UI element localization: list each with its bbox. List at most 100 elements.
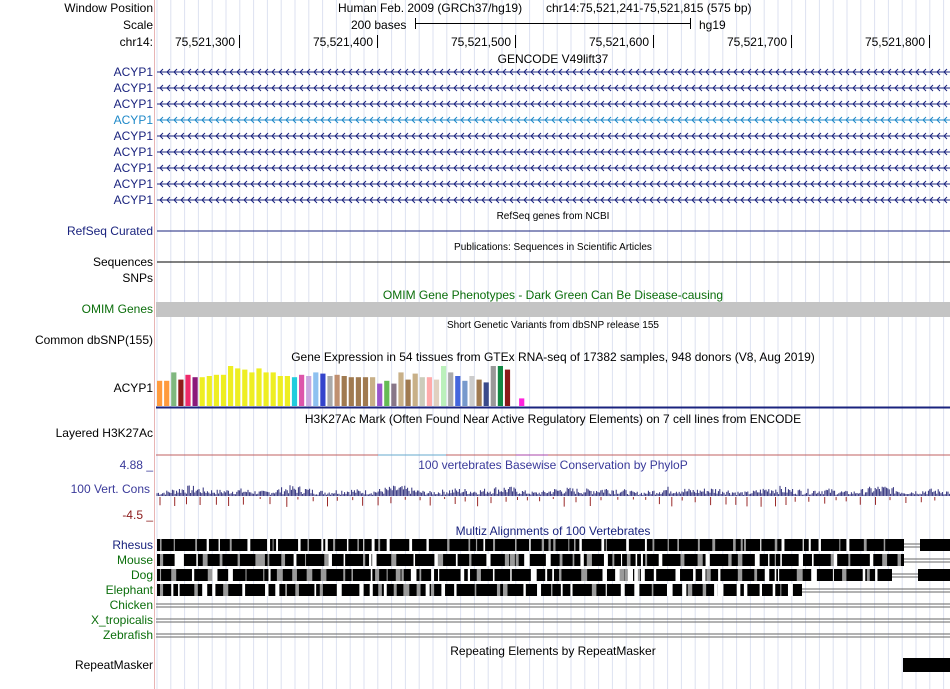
gtex-bar [327,376,333,406]
gtex-label[interactable]: ACYP1 [113,381,153,395]
scale-text: 200 bases [351,18,407,32]
multiz-row [157,569,950,581]
gtex-bar [306,376,312,406]
multiz-species-label[interactable]: Mouse [116,553,153,567]
gtex-bar [476,379,482,406]
gtex-bar [235,368,241,406]
multiz-species-label[interactable]: Dog [130,568,153,582]
gtex-bar [405,379,411,406]
multiz-species-label[interactable]: Chicken [109,598,153,612]
chrom-label: chr14: [119,35,153,49]
phylop-max: 4.88 _ [119,458,153,472]
ruler-tick-label: 75,521,400 [312,35,373,49]
gtex-bar [178,379,184,406]
omim-label[interactable]: OMIM Genes [81,302,153,316]
gtex-bar [483,382,489,406]
scale-bar [415,23,691,24]
gtex-bar [206,376,212,406]
ruler-tick-label: 75,521,600 [588,35,649,49]
phylop-negative [159,497,936,507]
gencode-title: GENCODE V49lift37 [497,52,609,66]
gencode-gene-label[interactable]: ACYP1 [113,177,153,191]
refseq-title: RefSeq genes from NCBI [496,211,610,222]
gtex-bar [256,368,262,406]
dbsnp-label[interactable]: Common dbSNP(155) [34,333,153,347]
ruler-tick-label: 75,521,300 [174,35,235,49]
gtex-bar [441,366,447,406]
gtex-bar [419,377,425,406]
gtex-bar [341,376,347,406]
ruler-tick-label: 75,521,800 [864,35,925,49]
dbsnp-title: Short Genetic Variants from dbSNP releas… [447,320,659,331]
gtex-bar [291,377,298,406]
ruler-tick-mark [515,35,516,48]
multiz-species-label[interactable]: Rhesus [112,538,153,552]
track-divider [154,0,155,689]
gtex-bar [497,366,503,406]
gencode-transcript [157,100,950,108]
gtex-bar [213,374,219,406]
gencode-gene-label[interactable]: ACYP1 [113,145,153,159]
gencode-gene-label[interactable]: ACYP1 [113,193,153,207]
gencode-transcript [157,164,950,172]
gtex-bar [299,374,305,406]
ruler-tick-mark [653,35,654,48]
multiz-species-label[interactable]: Zebrafish [102,628,153,642]
ruler-tick-label: 75,521,700 [726,35,787,49]
snps-label[interactable]: SNPs [122,271,153,285]
gtex-bar [370,377,376,406]
gtex-bar [220,374,227,406]
window-position-label: Window Position [64,1,153,15]
h3k27ac-label[interactable]: Layered H3K27Ac [55,426,153,440]
gtex-bar [377,383,383,406]
gtex-bar [192,377,198,406]
multiz-title: Multiz Alignments of 100 Vertebrates [455,524,651,538]
ruler-tick-mark [239,35,240,48]
gtex-bar [490,366,496,406]
gencode-gene-label[interactable]: ACYP1 [113,161,153,175]
gtex-bar [448,372,454,406]
gtex-bar [455,376,461,406]
gtex-bar [157,380,163,406]
gencode-transcript [157,84,950,92]
scale-bar-right-cap [690,18,691,29]
gencode-gene-label[interactable]: ACYP1 [113,81,153,95]
gtex-bar [313,372,319,406]
position-text[interactable]: chr14:75,521,241-75,521,815 (575 bp) [546,1,752,15]
gencode-transcript [157,116,950,124]
multiz-species-label[interactable]: X_tropicalis [90,613,153,627]
ruler-tick-mark [791,35,792,48]
gtex-bar [320,373,326,406]
assembly-text: Human Feb. 2009 (GRCh37/hg19) [338,1,523,15]
gtex-bar [185,374,191,406]
repeatmasker-label[interactable]: RepeatMasker [74,658,153,672]
gtex-bar [433,379,440,406]
phylop-label[interactable]: 100 Vert. Cons [70,482,150,496]
gencode-gene-label[interactable]: ACYP1 [113,113,153,127]
phylop-title: 100 vertebrates Basewise Conservation by… [418,458,688,472]
h3k27ac-title: H3K27Ac Mark (Often Found Near Active Re… [304,412,802,426]
gencode-gene-label[interactable]: ACYP1 [113,129,153,143]
refseq-label[interactable]: RefSeq Curated [66,224,153,238]
gtex-bar [355,377,361,406]
multiz-row [156,633,950,638]
ruler-tick-mark [377,35,378,48]
publications-label[interactable]: Sequences [92,255,153,269]
gtex-bar [199,377,205,406]
gtex-bar [426,377,432,406]
repeatmasker-element [903,658,950,672]
multiz-species-label[interactable]: Elephant [105,583,153,597]
gencode-gene-label[interactable]: ACYP1 [113,65,153,79]
gtex-bar [171,372,177,406]
gencode-transcript [157,68,950,76]
gtex-bar [228,366,234,406]
scale-label: Scale [122,18,153,32]
ruler-tick-mark [929,35,930,48]
publications-title: Publications: Sequences in Scientific Ar… [454,242,652,253]
multiz-row [157,584,950,596]
gencode-gene-label[interactable]: ACYP1 [113,97,153,111]
omim-band [156,302,950,317]
multiz-row [157,554,950,566]
gtex-bar [348,377,354,406]
